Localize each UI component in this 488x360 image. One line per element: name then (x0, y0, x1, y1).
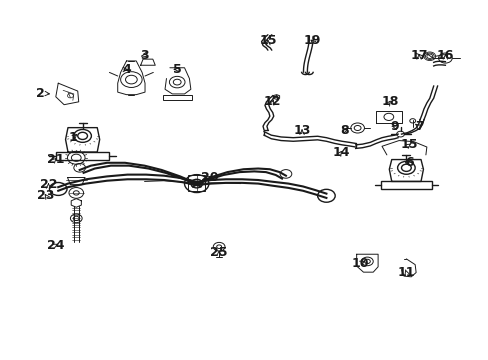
Text: 23: 23 (37, 189, 54, 202)
Text: 16: 16 (436, 49, 453, 62)
Text: 8: 8 (340, 124, 348, 137)
Text: 17: 17 (409, 49, 427, 62)
Text: 25: 25 (210, 246, 227, 259)
Text: 22: 22 (40, 178, 57, 191)
Circle shape (396, 131, 404, 137)
Text: 19: 19 (303, 34, 320, 48)
Text: 5: 5 (172, 63, 181, 76)
Text: 15: 15 (400, 138, 417, 151)
Bar (380, 181, 431, 189)
Text: 3: 3 (140, 49, 148, 62)
Text: 1: 1 (68, 131, 77, 144)
Text: 15: 15 (259, 34, 276, 48)
Text: 10: 10 (351, 257, 368, 270)
Text: 12: 12 (264, 95, 281, 108)
Text: 20: 20 (200, 171, 218, 184)
Bar (56, 152, 109, 160)
Text: 4: 4 (122, 63, 131, 76)
Text: 7: 7 (414, 121, 423, 134)
Text: 21: 21 (46, 153, 64, 166)
Text: 24: 24 (46, 239, 64, 252)
Text: 9: 9 (389, 121, 398, 134)
Text: 6: 6 (404, 156, 413, 169)
Bar (188, 175, 205, 192)
Text: 13: 13 (293, 124, 310, 137)
Text: 14: 14 (332, 145, 349, 158)
Text: 2: 2 (36, 87, 49, 100)
Text: 18: 18 (380, 95, 398, 108)
Text: 11: 11 (397, 266, 414, 279)
Bar (162, 95, 191, 100)
